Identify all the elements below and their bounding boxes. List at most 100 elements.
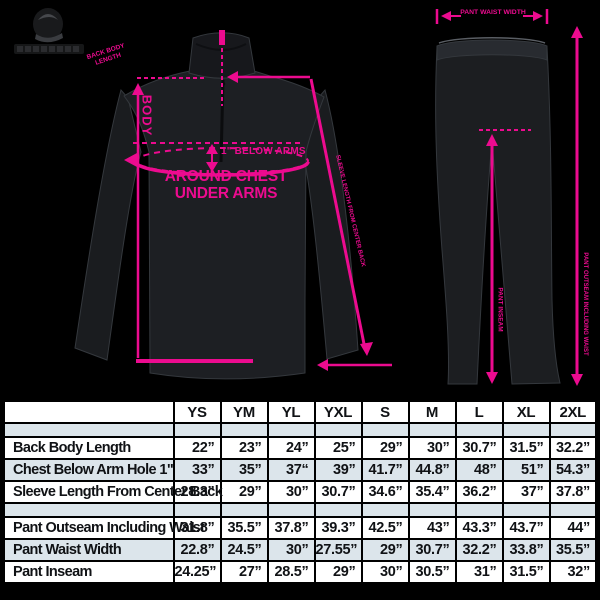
cell [407,422,457,438]
left-arrowhead-icon [317,359,328,371]
row-label: Pant Waist Width [2,538,175,562]
cell: 29” [313,560,363,585]
cell: 43” [407,516,457,540]
column-header: S [360,399,410,424]
cell: 39” [313,458,363,482]
left-arrowhead-icon [441,11,451,21]
size-table: YS YM YL YXL S M L XL 2XL Back Body Length 22” 23” 2… [2,399,598,585]
cell: 31.8” [172,516,222,540]
cell: 42.5” [360,516,410,540]
around-chest-label: AROUND CHEST UNDER ARMS [164,168,288,202]
column-header: YM [219,399,269,424]
column-header: 2XL [548,399,598,424]
cell: 33” [172,458,222,482]
cell: 37.8” [266,516,316,540]
cell: 35.4” [407,480,457,504]
cell: 48” [454,458,504,482]
spacer-row [2,422,598,438]
cell: 24.25” [172,560,222,585]
cell: 30.7” [454,436,504,460]
cell: 30” [407,436,457,460]
table-row: Sleeve Length From Center Back 28.3” 29” 30… [2,480,598,504]
down-arrowhead-icon [360,342,373,356]
body-axis-label: BODY [139,94,155,137]
right-arrowhead-icon [533,11,543,21]
cell: 30” [266,480,316,504]
cell [548,502,598,518]
cell: 30.5” [407,560,457,585]
cell [313,422,363,438]
cell: 30” [360,560,410,585]
table-row: Back Body Length 22” 23” 24” 25” 29” 30” 30.7” 3… [2,436,598,460]
pants-graphic [435,37,561,385]
pant-inseam-label: PANT INSEAM [496,287,504,332]
cell: 37“ [266,458,316,482]
row-label: Pant Inseam [2,560,175,585]
cell: 44.8” [407,458,457,482]
cell: 35.5” [219,516,269,540]
cell: 29” [360,538,410,562]
cell: 51” [501,458,551,482]
garment-diagram [14,8,583,386]
cell: 27.55” [313,538,363,562]
cell [266,502,316,518]
cell [360,422,410,438]
cell: 43.3” [454,516,504,540]
table-row: Pant Waist Width 22.8” 24.5” 30” 27.55” 29” 30… [2,538,598,562]
cell: 28.5” [266,560,316,585]
cell: 33.8” [501,538,551,562]
sleeve-length-arrow [309,78,366,345]
cell [219,422,269,438]
cell [501,422,551,438]
cell: 22.8” [172,538,222,562]
cell [454,502,504,518]
row-label: Pant Outseam Including Waist [2,516,205,540]
column-header: YS [172,399,222,424]
cell [313,502,363,518]
cell [548,422,598,438]
left-arrowhead-icon [227,71,238,83]
cell [407,502,457,518]
jacket-measure-lines [124,30,392,371]
cell: 37.8” [548,480,598,504]
cell: 36.2” [454,480,504,504]
left-arrowhead-icon [124,153,137,167]
spacer-row [2,502,598,518]
up-arrowhead-icon [132,83,144,95]
cell: 44” [548,516,598,540]
header-row: YS YM YL YXL S M L XL 2XL [2,399,598,424]
cell [454,422,504,438]
collar-tick [219,30,225,45]
cell: 31” [454,560,504,585]
cell: 32” [548,560,598,585]
cell: 22” [172,436,222,460]
cell [501,502,551,518]
cell: 39.3” [313,516,363,540]
cell: 35.5” [548,538,598,562]
cell: 43.7” [501,516,551,540]
cell [360,502,410,518]
pant-waist-label: PANT WAIST WIDTH [460,9,526,16]
cell: 28.3” [172,480,222,504]
cell [172,422,222,438]
jacket-graphic [74,32,359,380]
cell: 24” [266,436,316,460]
cell: 41.7” [360,458,410,482]
cell: 29” [219,480,269,504]
brand-logo-icon [14,8,84,54]
pant-outseam-label: PANT OUTSEAM INCLUDING WAIST [582,252,588,356]
column-header: M [407,399,457,424]
row-label: Chest Below Arm Hole 1" [2,458,175,482]
cell: 37” [501,480,551,504]
column-header: YXL [313,399,363,424]
column-header: YL [266,399,316,424]
cell: 34.6” [360,480,410,504]
below-arms-label: 1" BELOW ARMS [221,146,306,157]
cell: 30.7” [407,538,457,562]
pants-measure-lines [435,9,583,386]
cell: 27” [219,560,269,585]
cell [172,502,222,518]
column-header: XL [501,399,551,424]
cell: 31.5” [501,436,551,460]
cell: 54.3” [548,458,598,482]
